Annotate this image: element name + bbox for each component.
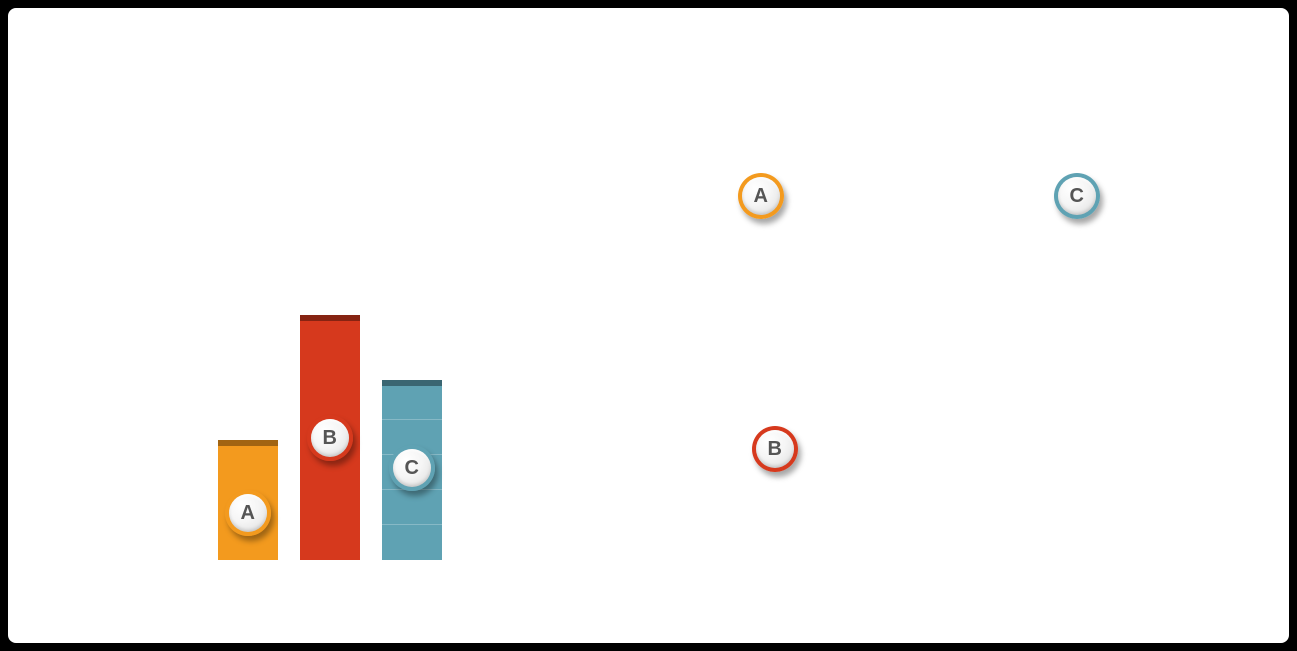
floating-badge-a: A	[738, 173, 784, 219]
badge-letter: C	[1070, 185, 1085, 208]
badge-letter: B	[323, 427, 338, 450]
badge-letter: A	[241, 502, 256, 525]
badge-face: A	[742, 177, 780, 215]
floating-badge-c: C	[1054, 173, 1100, 219]
badge-face: B	[756, 430, 794, 468]
badge-letter: B	[768, 438, 783, 461]
badge-face: C	[1058, 177, 1096, 215]
badge-letter: A	[754, 185, 769, 208]
badge-c: C	[1054, 173, 1100, 219]
badge-b: B	[752, 426, 798, 472]
badge-a: A	[738, 173, 784, 219]
floating-badge-b: B	[752, 426, 798, 472]
floating-badge-area: A C B	[8, 8, 1289, 643]
canvas-frame: A B C A C B	[8, 8, 1289, 643]
badge-letter: C	[405, 457, 420, 480]
